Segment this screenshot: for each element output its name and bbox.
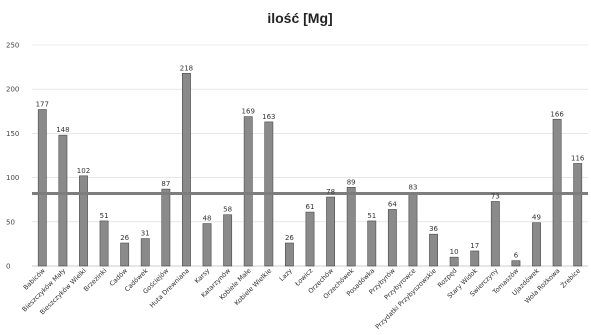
data-label: 166 xyxy=(550,110,564,118)
bar xyxy=(182,72,191,267)
bar xyxy=(120,242,130,267)
data-label: 87 xyxy=(161,180,170,188)
data-label: 58 xyxy=(223,206,232,214)
bar xyxy=(449,256,459,267)
bar xyxy=(37,109,47,267)
data-label: 6 xyxy=(514,252,519,260)
data-label: 17 xyxy=(470,242,479,250)
data-label: 51 xyxy=(367,212,376,220)
data-label: 26 xyxy=(285,234,294,242)
data-label: 163 xyxy=(262,113,275,121)
y-tick-label: 150 xyxy=(6,130,19,138)
data-labels: 177 148 102 51 26 31 87 218 48 58 169 163 26 61 78 89 51… xyxy=(36,64,585,259)
bar xyxy=(511,260,521,267)
data-label: 48 xyxy=(203,215,212,223)
data-label: 218 xyxy=(180,64,193,72)
data-label: 73 xyxy=(491,192,500,200)
data-label: 78 xyxy=(326,188,335,196)
chart-title: ilość [Mg] xyxy=(267,10,332,26)
bar xyxy=(305,211,315,267)
y-axis-ticks: 0 50 100 150 200 250 xyxy=(6,42,19,271)
bar xyxy=(429,233,438,267)
data-label: 61 xyxy=(306,203,315,211)
bar xyxy=(387,209,397,267)
bar xyxy=(408,192,418,267)
bar xyxy=(346,187,356,267)
data-label: 10 xyxy=(450,248,459,256)
bar xyxy=(243,116,253,267)
x-tick-label: Karsy xyxy=(193,267,212,286)
data-label: 36 xyxy=(429,225,438,233)
bar xyxy=(223,214,233,267)
bar xyxy=(470,250,480,267)
data-label: 49 xyxy=(532,214,541,222)
data-label: 102 xyxy=(77,167,90,175)
y-tick-label: 50 xyxy=(6,218,15,226)
bar xyxy=(161,188,171,267)
bar xyxy=(58,134,68,267)
data-label: 177 xyxy=(36,101,49,109)
x-tick-label: Żrebice xyxy=(558,266,582,290)
bar xyxy=(490,201,500,267)
y-tick-label: 0 xyxy=(6,263,10,271)
data-label: 51 xyxy=(100,212,109,220)
data-label: 31 xyxy=(141,230,150,238)
bar xyxy=(532,222,541,267)
bar xyxy=(284,242,294,267)
x-tick-label: Kobiele Wielkie xyxy=(233,267,273,307)
x-tick-label: Lazy xyxy=(278,267,294,283)
data-label: 169 xyxy=(242,108,255,116)
data-label: 148 xyxy=(56,126,69,134)
data-label: 64 xyxy=(388,200,397,208)
data-label: 26 xyxy=(120,234,129,242)
y-tick-label: 100 xyxy=(6,174,19,182)
data-label: 116 xyxy=(571,154,585,162)
y-tick-label: 250 xyxy=(6,42,19,50)
bar xyxy=(202,223,212,267)
bar xyxy=(140,238,150,267)
bar xyxy=(367,220,377,267)
data-label: 83 xyxy=(409,184,418,192)
bar xyxy=(326,196,336,267)
bar xyxy=(573,163,583,267)
bar xyxy=(99,220,109,267)
bar xyxy=(79,175,88,267)
data-label: 89 xyxy=(347,178,356,186)
y-tick-label: 200 xyxy=(6,86,19,94)
